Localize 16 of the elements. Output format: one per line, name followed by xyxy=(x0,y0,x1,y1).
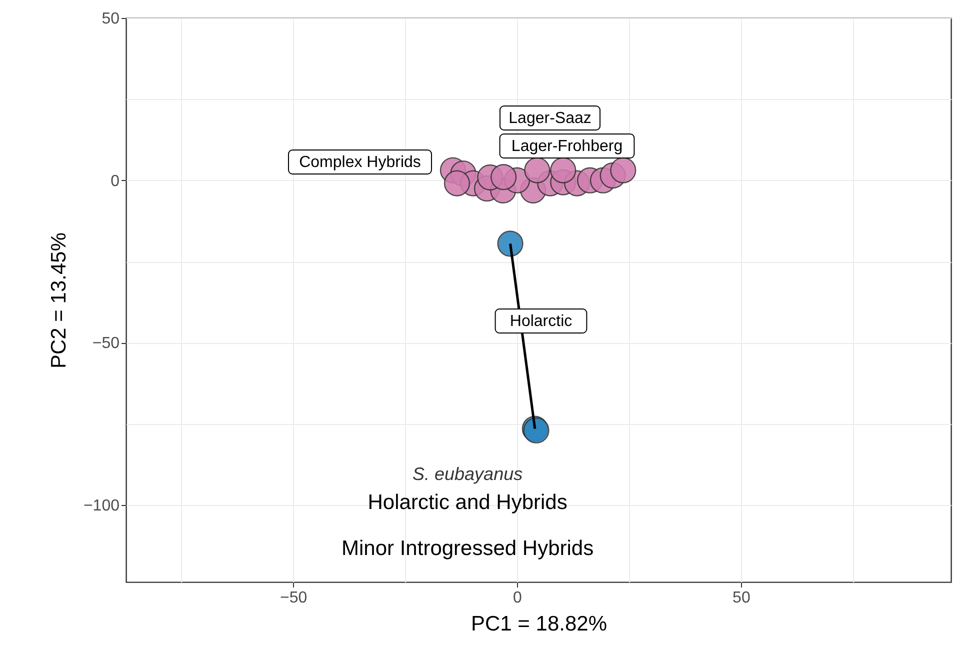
x-tick-label: −50 xyxy=(280,590,308,606)
annotation: S. eubayanus xyxy=(412,464,523,484)
annotation: Complex Hybrids xyxy=(299,154,421,171)
y-tick-label: −100 xyxy=(83,498,120,515)
annotation: Minor Introgressed Hybrids xyxy=(342,537,594,560)
y-tick-label: 50 xyxy=(102,10,120,28)
y-tick-label: −50 xyxy=(92,335,120,352)
x-tick-label: 0 xyxy=(513,590,522,606)
x-axis-title: PC1 = 18.82% xyxy=(470,612,608,636)
y-axis-title: PC2 = 13.45% xyxy=(47,232,70,369)
x-tick-label: 50 xyxy=(732,590,750,606)
y-tick-label: 0 xyxy=(110,172,120,190)
annotation: Holarctic xyxy=(510,313,572,330)
annotation: Lager-Frohberg xyxy=(511,138,623,155)
annotation: Holarctic and Hybrids xyxy=(368,491,568,514)
annotation: Lager-Saaz xyxy=(508,110,592,127)
